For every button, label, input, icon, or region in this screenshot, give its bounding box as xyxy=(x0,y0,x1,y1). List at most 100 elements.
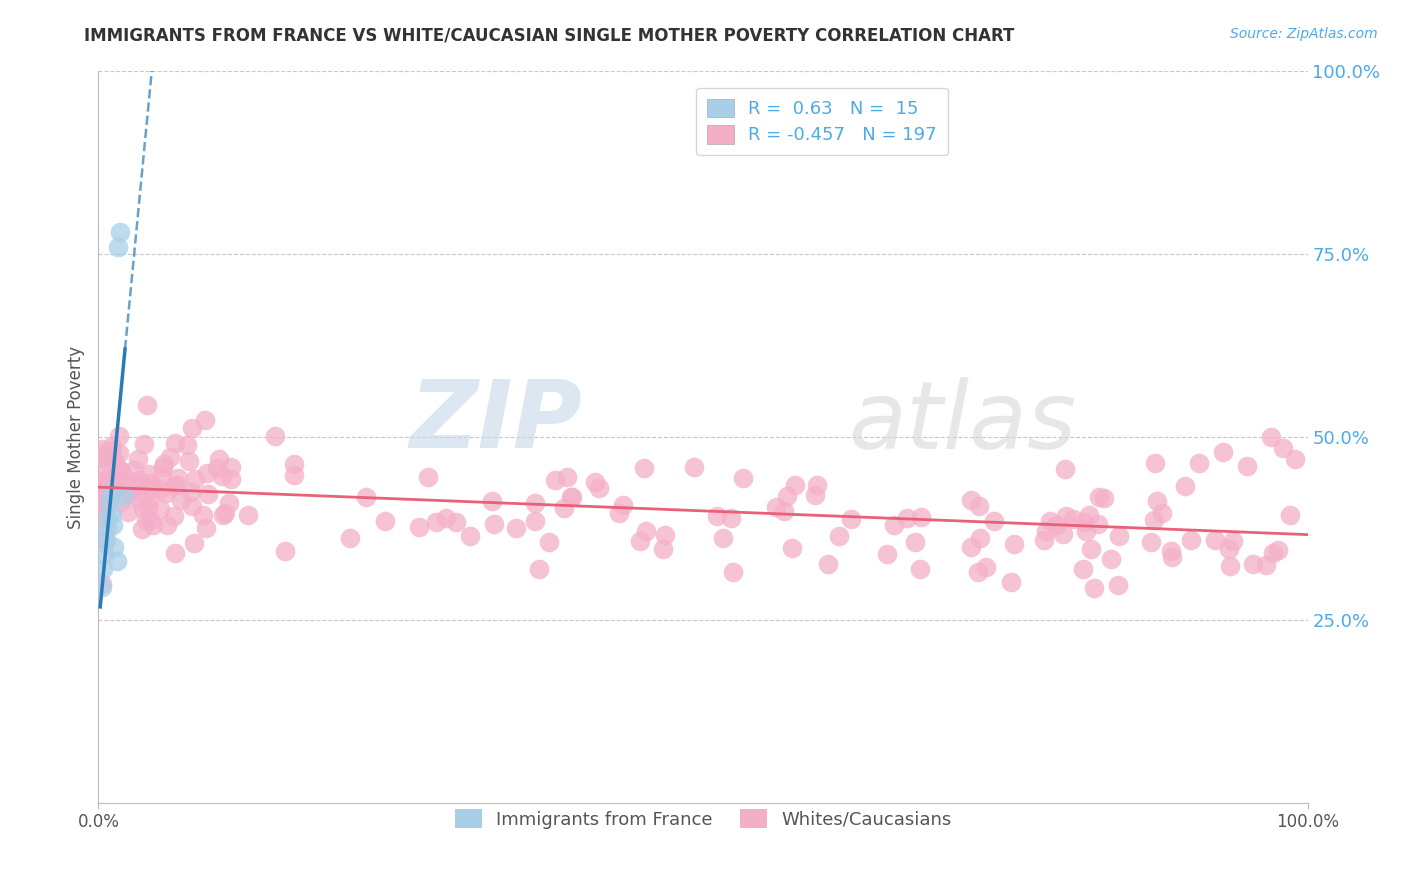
Point xyxy=(828,528,851,542)
Point xyxy=(1080,541,1102,556)
Point xyxy=(94,490,117,504)
Point xyxy=(149,482,172,496)
Point xyxy=(1272,441,1295,455)
Point xyxy=(374,514,396,528)
Point xyxy=(1054,509,1077,524)
Point xyxy=(238,508,260,523)
Point xyxy=(150,469,173,483)
Point xyxy=(538,534,561,549)
Point xyxy=(683,460,706,475)
Point xyxy=(910,510,932,524)
Point xyxy=(481,494,503,508)
Point xyxy=(434,511,457,525)
Point xyxy=(108,463,131,477)
Point xyxy=(1142,513,1164,527)
Point xyxy=(195,521,218,535)
Point xyxy=(139,481,162,495)
Point xyxy=(219,459,242,474)
Point xyxy=(117,505,139,519)
Point xyxy=(155,486,177,500)
Point xyxy=(219,472,242,486)
Point xyxy=(110,464,132,478)
Point xyxy=(896,511,918,525)
Point xyxy=(205,460,228,475)
Point xyxy=(184,472,207,486)
Point xyxy=(1071,561,1094,575)
Point xyxy=(136,398,159,412)
Point xyxy=(706,509,728,524)
Point xyxy=(713,531,735,545)
Point xyxy=(583,475,606,489)
Point xyxy=(524,514,547,528)
Point xyxy=(93,519,115,533)
Point xyxy=(165,546,187,560)
Point xyxy=(883,517,905,532)
Point xyxy=(91,447,114,461)
Point xyxy=(101,486,124,500)
Point xyxy=(163,435,186,450)
Point xyxy=(553,501,575,516)
Point xyxy=(561,491,583,505)
Point xyxy=(132,501,155,516)
Point xyxy=(969,531,991,545)
Point xyxy=(91,562,114,576)
Point xyxy=(180,499,202,513)
Point xyxy=(90,483,112,497)
Text: Source: ZipAtlas.com: Source: ZipAtlas.com xyxy=(1230,27,1378,41)
Point xyxy=(1278,508,1301,522)
Point xyxy=(628,534,651,549)
Point xyxy=(94,496,117,510)
Point xyxy=(1073,515,1095,529)
Point xyxy=(1032,533,1054,547)
Point xyxy=(908,562,931,576)
Text: IMMIGRANTS FROM FRANCE VS WHITE/CAUCASIAN SINGLE MOTHER POVERTY CORRELATION CHAR: IMMIGRANTS FROM FRANCE VS WHITE/CAUCASIA… xyxy=(84,27,1015,45)
Point xyxy=(139,476,162,491)
Point xyxy=(482,516,505,531)
Point xyxy=(163,508,186,523)
Point xyxy=(195,466,218,480)
Point xyxy=(107,240,129,254)
Point xyxy=(783,477,806,491)
Legend: Immigrants from France, Whites/Caucasians: Immigrants from France, Whites/Caucasian… xyxy=(446,800,960,838)
Point xyxy=(97,461,120,475)
Point xyxy=(1222,533,1244,548)
Point xyxy=(176,438,198,452)
Point xyxy=(1188,456,1211,470)
Point xyxy=(804,488,827,502)
Point xyxy=(1108,529,1130,543)
Point xyxy=(91,476,114,491)
Point xyxy=(218,496,240,510)
Point xyxy=(974,560,997,574)
Point xyxy=(1218,541,1240,556)
Point xyxy=(1107,577,1129,591)
Point xyxy=(142,518,165,533)
Point xyxy=(91,498,114,512)
Point xyxy=(127,451,149,466)
Point xyxy=(138,491,160,506)
Point xyxy=(1078,508,1101,523)
Point xyxy=(149,501,172,516)
Point xyxy=(90,450,112,465)
Point xyxy=(101,517,124,532)
Point xyxy=(108,429,131,443)
Point xyxy=(122,478,145,492)
Point xyxy=(156,517,179,532)
Point xyxy=(107,475,129,489)
Point xyxy=(93,547,115,561)
Point xyxy=(104,456,127,470)
Point xyxy=(959,493,981,508)
Point xyxy=(105,554,128,568)
Point xyxy=(1074,524,1097,538)
Point xyxy=(139,513,162,527)
Point xyxy=(1267,542,1289,557)
Point xyxy=(100,507,122,521)
Point xyxy=(1000,574,1022,589)
Point xyxy=(839,512,862,526)
Point xyxy=(1052,527,1074,541)
Point xyxy=(772,504,794,518)
Point xyxy=(94,533,117,547)
Point xyxy=(1212,444,1234,458)
Point xyxy=(1144,457,1167,471)
Point xyxy=(1053,462,1076,476)
Point xyxy=(1152,506,1174,520)
